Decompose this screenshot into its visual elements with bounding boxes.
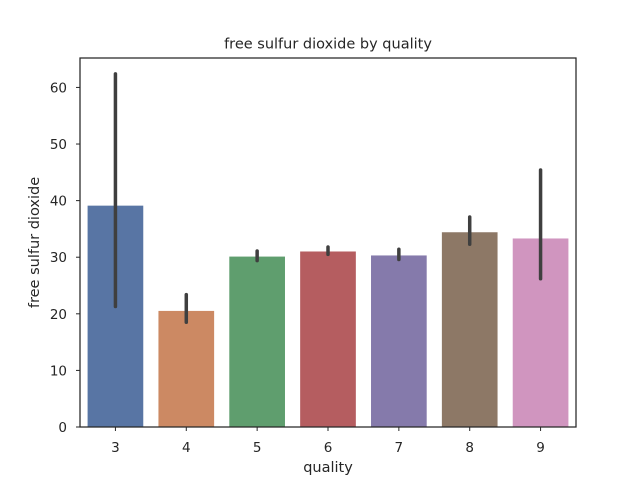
- x-tick-label: 4: [182, 440, 191, 456]
- y-axis-label: free sulfur dioxide: [27, 177, 43, 308]
- x-tick-label: 8: [465, 440, 474, 456]
- y-tick-label: 50: [50, 137, 67, 153]
- y-tick-label: 10: [50, 363, 67, 379]
- bar-4: [157, 309, 216, 428]
- y-tick-label: 40: [50, 194, 67, 210]
- y-tick-label: 30: [50, 250, 67, 266]
- y-tick-label: 20: [50, 307, 67, 323]
- y-tick-label: 60: [50, 80, 67, 96]
- x-axis-label: quality: [303, 460, 353, 476]
- bar-8: [440, 231, 499, 428]
- bar-7: [370, 254, 428, 428]
- x-tick-label: 7: [395, 440, 404, 456]
- bar-6: [299, 250, 357, 428]
- chart-title: free sulfur dioxide by quality: [224, 37, 432, 53]
- y-tick-label: 0: [58, 420, 67, 436]
- bar-5: [228, 255, 286, 428]
- y-axis-ticks: 0 10 20 30 40 50 60: [50, 80, 80, 436]
- x-tick-label: 6: [324, 440, 333, 456]
- bars-layer: [86, 204, 570, 428]
- plot-frame: [79, 57, 577, 428]
- x-tick-label: 9: [536, 440, 545, 456]
- x-tick-label: 5: [253, 440, 262, 456]
- x-tick-label: 3: [111, 440, 120, 456]
- error-bars-layer: [113, 72, 543, 325]
- x-axis-ticks: 3 4 5 6 7 8 9: [111, 427, 545, 456]
